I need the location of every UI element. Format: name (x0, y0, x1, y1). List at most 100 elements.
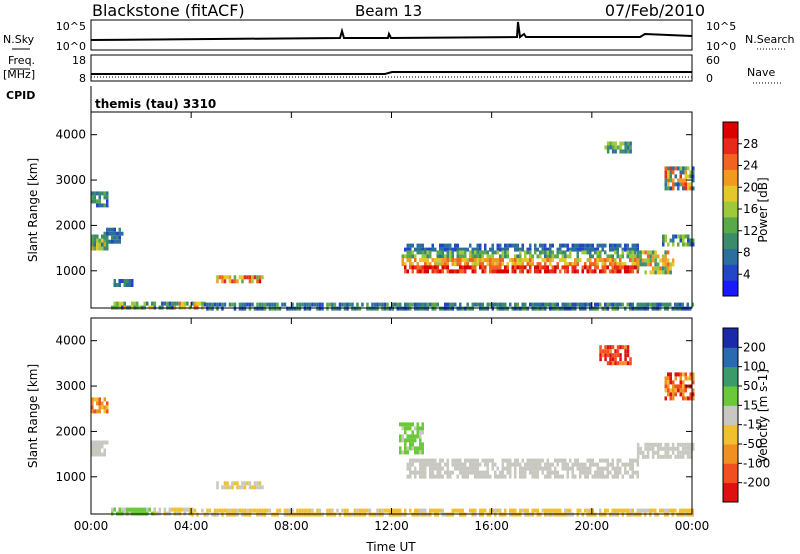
power-cell (451, 262, 454, 267)
velocity-cell (228, 508, 232, 513)
power-cell (466, 306, 469, 311)
velocity-cell (419, 446, 422, 451)
power-cell (641, 262, 645, 267)
power-cell (659, 266, 662, 271)
power-cell (409, 262, 412, 267)
power-cell (409, 265, 412, 270)
velocity-cell (353, 508, 357, 513)
power-cell (551, 258, 554, 263)
velocity-cell (664, 388, 667, 393)
velocity-cell (564, 512, 567, 517)
power-cell (559, 247, 562, 252)
velocity-cell (644, 446, 647, 451)
power-cell (401, 258, 404, 263)
power-cell (684, 234, 687, 239)
velocity-cell (376, 508, 379, 513)
power-cell (611, 258, 614, 263)
velocity-cell (93, 448, 96, 453)
velocity-cell (689, 512, 692, 517)
velocity-cell (353, 512, 357, 517)
velocity-cell (421, 422, 424, 427)
velocity-cell (416, 446, 419, 451)
velocity-cell (213, 512, 217, 517)
power-cell (551, 302, 554, 307)
velocity-cell (399, 438, 402, 443)
power-cell (241, 302, 244, 307)
power-cell (128, 283, 131, 287)
velocity-cell (667, 392, 670, 397)
velocity-cell (524, 508, 527, 513)
power-cell (496, 302, 499, 307)
velocity-cell (576, 508, 579, 513)
power-cell (672, 166, 675, 171)
velocity-cell (684, 384, 687, 389)
velocity-cell (231, 485, 234, 490)
velocity-cell (378, 512, 382, 517)
velocity-cell (669, 380, 672, 385)
date-title: 07/Feb/2010 (605, 1, 705, 20)
power-cell (541, 302, 544, 307)
velocity-cell (449, 474, 452, 479)
velocity-cell (253, 508, 257, 513)
power-cell (586, 247, 589, 252)
power-cell (606, 254, 609, 259)
velocity-cell (484, 458, 487, 463)
power-cell (471, 306, 474, 311)
power-cell (689, 174, 692, 179)
velocity-cell (291, 512, 294, 517)
power-cell (456, 262, 459, 267)
velocity-cell (429, 462, 432, 467)
power-cell (266, 302, 269, 307)
velocity-cell (286, 508, 289, 513)
power-cell (681, 302, 684, 307)
power-cell (371, 302, 374, 307)
power-cell (639, 258, 642, 263)
velocity-cell (679, 384, 682, 389)
power-cell (641, 250, 645, 255)
velocity-cell (419, 474, 422, 479)
power-cell (429, 254, 432, 259)
power-cell (631, 243, 634, 248)
power-cell (431, 243, 434, 248)
velocity-cell (273, 512, 277, 517)
velocity-cell (486, 512, 489, 517)
power-cell (419, 250, 422, 255)
power-cell (544, 302, 547, 307)
velocity-cell (646, 450, 650, 455)
power-cell (576, 247, 579, 252)
velocity-cell (446, 466, 449, 471)
power-cell (499, 265, 502, 270)
colorbar-tick-label: 24 (743, 159, 758, 173)
power-cell (679, 234, 682, 239)
nsearch-label: N.Search (745, 33, 795, 46)
power-cell (431, 269, 434, 274)
power-cell (426, 262, 429, 267)
power-cell (596, 262, 599, 267)
power-cell (449, 247, 452, 252)
velocity-cell (684, 442, 687, 447)
power-cell (416, 250, 419, 255)
velocity-cell (686, 454, 690, 459)
power-cell (106, 235, 109, 240)
power-cell (506, 306, 509, 311)
velocity-cell (464, 474, 467, 479)
velocity-cell (574, 474, 577, 479)
power-cell (546, 265, 549, 270)
power-cell (664, 178, 667, 183)
velocity-cell (599, 349, 602, 354)
power-cell (619, 269, 622, 274)
power-cell (604, 145, 607, 150)
velocity-cell (639, 508, 642, 513)
power-cell (226, 275, 229, 280)
power-cell (491, 258, 494, 263)
power-cell (559, 306, 562, 311)
power-cell (233, 279, 237, 284)
velocity-cell (636, 442, 640, 447)
velocity-cell (321, 512, 324, 517)
power-cell (426, 265, 429, 270)
velocity-cell (479, 512, 482, 517)
velocity-cell (679, 442, 682, 447)
velocity-cell (111, 507, 114, 512)
power-cell (103, 191, 106, 196)
